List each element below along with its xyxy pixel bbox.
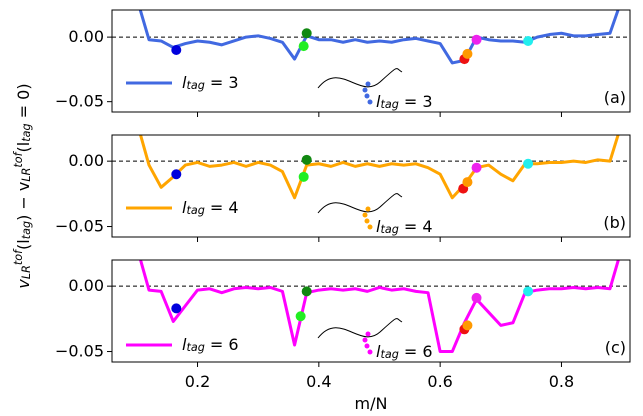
inset-bead xyxy=(362,87,368,93)
annotation: ltag = 3 xyxy=(376,92,433,111)
legend-label: ltag = 3 xyxy=(182,73,239,92)
marker xyxy=(171,169,182,180)
marker xyxy=(298,171,309,182)
plot-area xyxy=(138,135,620,200)
marker xyxy=(523,158,534,169)
marker xyxy=(471,162,482,173)
marker xyxy=(301,286,312,297)
panel-label: (b) xyxy=(603,213,626,232)
marker xyxy=(171,45,182,56)
marker xyxy=(295,311,306,322)
axes-frame xyxy=(111,9,631,113)
legend-label: ltag = 6 xyxy=(182,335,239,354)
inset-curve xyxy=(317,318,403,339)
panel-label: (c) xyxy=(605,338,626,357)
marker xyxy=(301,28,312,39)
marker xyxy=(523,35,534,46)
inset-bead xyxy=(362,337,368,343)
y-tick-label: 0.00 xyxy=(68,276,104,295)
panel-label: (a) xyxy=(604,88,626,107)
data-line xyxy=(138,260,620,354)
inset-bead xyxy=(362,212,368,218)
marker xyxy=(171,303,182,314)
y-tick-label: 0.00 xyxy=(68,151,104,170)
y-tick-label: −0.05 xyxy=(55,216,104,235)
x-tick-label: 0.2 xyxy=(185,372,210,391)
y-axis-label: vLRtof(ltag) − vLRtof(ltag = 0) xyxy=(12,83,33,288)
legend-label: ltag = 4 xyxy=(182,198,239,217)
y-tick-label: 0.00 xyxy=(68,27,104,46)
marker xyxy=(301,154,312,165)
y-tick-label: −0.05 xyxy=(55,91,104,110)
inset-bead xyxy=(367,99,373,105)
data-line xyxy=(138,135,620,200)
inset-bead xyxy=(364,218,370,224)
inset-bead xyxy=(365,206,371,212)
inset-bead xyxy=(364,343,370,349)
marker xyxy=(523,286,534,297)
marker xyxy=(462,177,473,188)
marker xyxy=(462,320,473,331)
marker xyxy=(471,34,482,45)
marker xyxy=(462,48,473,59)
annotation: ltag = 4 xyxy=(376,217,433,236)
x-tick-label: 0.8 xyxy=(549,372,574,391)
inset-curve xyxy=(317,193,403,214)
x-tick-label: 0.6 xyxy=(427,372,452,391)
x-tick-label: 0.4 xyxy=(306,372,331,391)
x-axis-label: m/N xyxy=(355,394,388,413)
axes-frame xyxy=(111,259,631,363)
inset-bead xyxy=(367,349,373,355)
inset-bead xyxy=(365,331,371,337)
marker xyxy=(471,292,482,303)
marker xyxy=(298,41,309,52)
data-line xyxy=(138,10,620,65)
inset-bead xyxy=(365,81,371,87)
plot-area xyxy=(138,10,620,65)
axes-frame xyxy=(111,134,631,238)
inset-bead xyxy=(364,93,370,99)
inset-bead xyxy=(367,224,373,230)
y-tick-label: −0.05 xyxy=(55,341,104,360)
inset-curve xyxy=(317,68,403,89)
annotation: ltag = 6 xyxy=(376,342,433,361)
plot-area xyxy=(138,260,620,354)
